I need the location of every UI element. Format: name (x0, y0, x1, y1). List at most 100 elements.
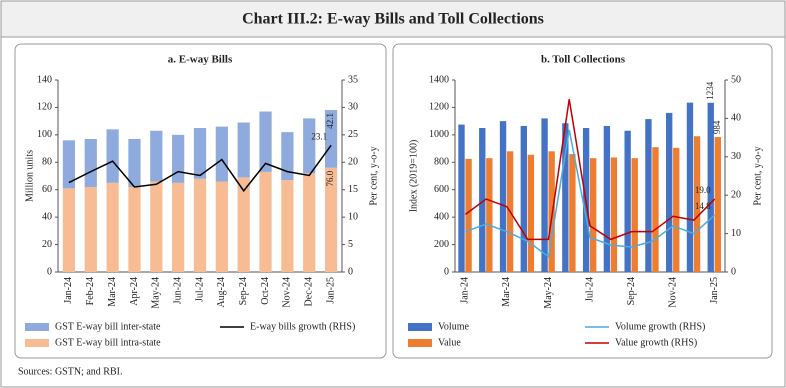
x-tick-label: Nov-24 (667, 277, 678, 308)
legend-label: Volume (438, 321, 469, 332)
legend-swatch (25, 323, 49, 331)
bar-segment (172, 182, 185, 272)
y-tick-label: 1000 (429, 129, 449, 140)
bar-segment (128, 186, 141, 272)
y2-tick-label: 30 (731, 151, 741, 162)
line-series (464, 99, 716, 241)
bar (693, 136, 701, 272)
x-tick-label: Jan-24 (63, 277, 74, 304)
data-label: 1234 (705, 81, 715, 100)
y-tick-label: 200 (434, 239, 449, 250)
bar-segment (215, 181, 228, 272)
bar-segment (324, 167, 338, 272)
y-tick-label: 0 (47, 266, 52, 277)
bar (666, 112, 673, 273)
bar (527, 154, 535, 272)
bar-segment (237, 177, 250, 272)
bar (707, 102, 714, 272)
bar-segment (281, 132, 294, 181)
bar (499, 121, 507, 273)
legend-swatch (25, 339, 49, 347)
x-tick-label: Sep-24 (626, 277, 637, 305)
bar-segment (193, 178, 207, 272)
y2-tick-label: 20 (731, 189, 741, 200)
bar-segment (324, 110, 338, 168)
y-tick-label: 60 (42, 184, 52, 195)
page-title: Chart III.2: E-way Bills and Toll Collec… (242, 11, 544, 28)
data-label: 19.0 (695, 185, 711, 195)
bar-segment (172, 134, 185, 183)
bar (520, 125, 527, 272)
bar (673, 147, 680, 272)
bar-segment (215, 126, 228, 182)
y2-tick-label: 0 (348, 266, 353, 277)
bar (714, 137, 721, 272)
x-tick-label: Mar-24 (501, 277, 512, 307)
x-tick-label: Jan-25 (325, 277, 336, 304)
y-tick-label: 600 (434, 184, 449, 195)
bar-segment (193, 128, 207, 179)
data-label: 42.1 (325, 113, 335, 129)
legend-swatch (408, 323, 432, 331)
y-tick-label: 120 (37, 102, 52, 113)
bar (465, 158, 472, 272)
legend-swatch (408, 339, 432, 347)
bar (479, 128, 486, 272)
y2-axis-label: Per cent, y-o-y (752, 146, 763, 205)
bar (486, 158, 493, 272)
x-tick-label: Oct-24 (260, 277, 271, 305)
bar (610, 157, 618, 272)
x-tick-label: Jul-24 (584, 277, 595, 302)
bar-segment (84, 186, 97, 272)
bar (458, 124, 465, 272)
bar (624, 130, 631, 272)
bar (548, 151, 555, 272)
y2-tick-label: 10 (731, 228, 741, 239)
x-tick-label: Dec-24 (304, 277, 315, 306)
data-label: 76.0 (325, 170, 335, 186)
bar (569, 154, 576, 272)
y2-axis-label: Per cent, y-o-y (368, 146, 379, 205)
y2-tick-label: 50 (731, 74, 741, 85)
bar-segment (62, 188, 76, 272)
legend-label: Volume growth (RHS) (615, 321, 705, 332)
bar (645, 119, 652, 272)
y2-tick-label: 35 (348, 74, 358, 85)
x-tick-label: Apr-24 (129, 277, 140, 306)
bar (562, 123, 569, 272)
x-tick-label: May-24 (543, 277, 554, 309)
legend-label: Value (438, 337, 461, 348)
y-tick-label: 40 (42, 211, 52, 222)
bar-segment (303, 118, 316, 174)
source-note: Sources: GSTN; and RBI. (18, 366, 122, 377)
y2-tick-label: 15 (348, 184, 358, 195)
bar-segment (84, 138, 97, 187)
y-tick-label: 140 (37, 74, 52, 85)
bar (652, 147, 659, 272)
y-tick-label: 100 (37, 129, 52, 140)
legend-label: GST E-way bill intra-state (55, 337, 161, 348)
panel-frame (14, 43, 387, 359)
panel-title: a. E-way Bills (168, 54, 233, 66)
legend-label: E-way bills growth (RHS) (250, 321, 355, 332)
y-tick-label: 80 (42, 157, 52, 168)
x-tick-label: Feb-24 (85, 277, 96, 305)
y2-tick-label: 10 (348, 211, 358, 222)
data-label: 14.8 (695, 201, 711, 211)
bar-segment (62, 140, 76, 189)
x-tick-label: May-24 (151, 277, 162, 309)
bar-segment (150, 181, 163, 272)
bar-segment (150, 130, 163, 182)
y-axis-label: Million units (24, 150, 35, 202)
x-tick-label: Jan-25 (709, 277, 720, 304)
y2-tick-label: 5 (348, 239, 353, 250)
y-tick-label: 1400 (429, 74, 449, 85)
y2-tick-label: 25 (348, 129, 358, 140)
data-label: 23.1 (311, 131, 327, 141)
x-tick-label: Aug-24 (216, 277, 227, 308)
y-tick-label: 0 (444, 266, 449, 277)
title-band (0, 0, 786, 38)
y-tick-label: 20 (42, 239, 52, 250)
legend-label: Value growth (RHS) (615, 337, 697, 348)
y-tick-label: 800 (434, 157, 449, 168)
